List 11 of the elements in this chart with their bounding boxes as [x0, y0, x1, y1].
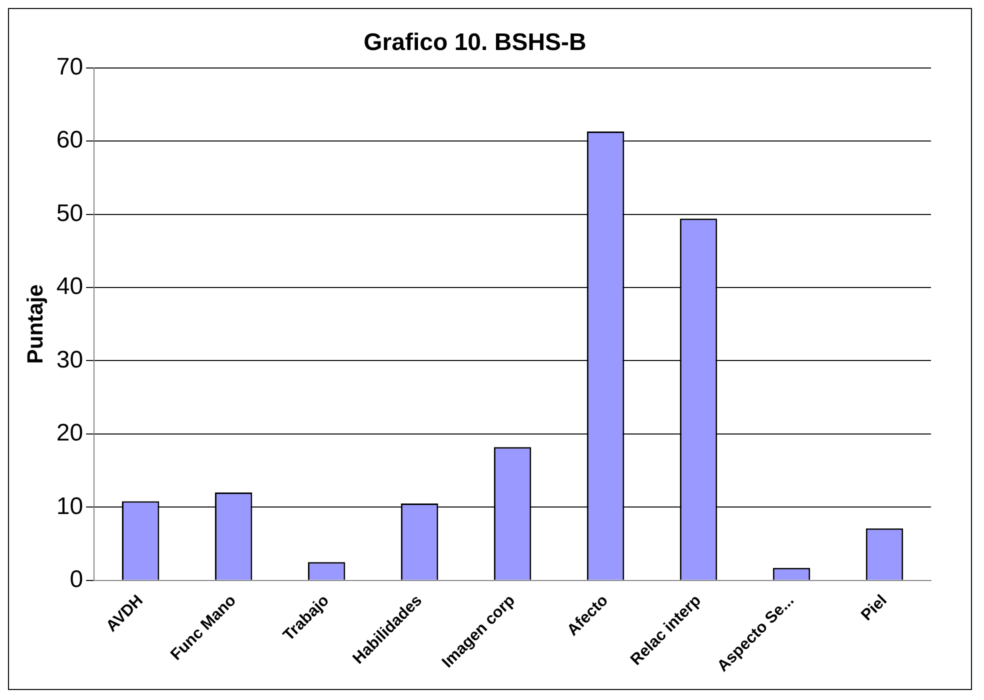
- chart-title: Grafico 10. BSHS-B: [364, 29, 586, 56]
- y-tick-label: 70: [56, 53, 84, 80]
- y-tick-label: 10: [56, 492, 84, 520]
- y-tick-label: 50: [56, 200, 84, 227]
- y-tick-label: 30: [56, 346, 84, 374]
- y-tick-label: 0: [70, 566, 84, 593]
- x-tick-label: Piel: [858, 592, 890, 624]
- y-tick-label: 60: [56, 126, 84, 154]
- y-tick-label: 40: [56, 273, 84, 300]
- y-axis-title: Puntaje: [22, 284, 48, 364]
- y-tick-label: 20: [56, 420, 84, 447]
